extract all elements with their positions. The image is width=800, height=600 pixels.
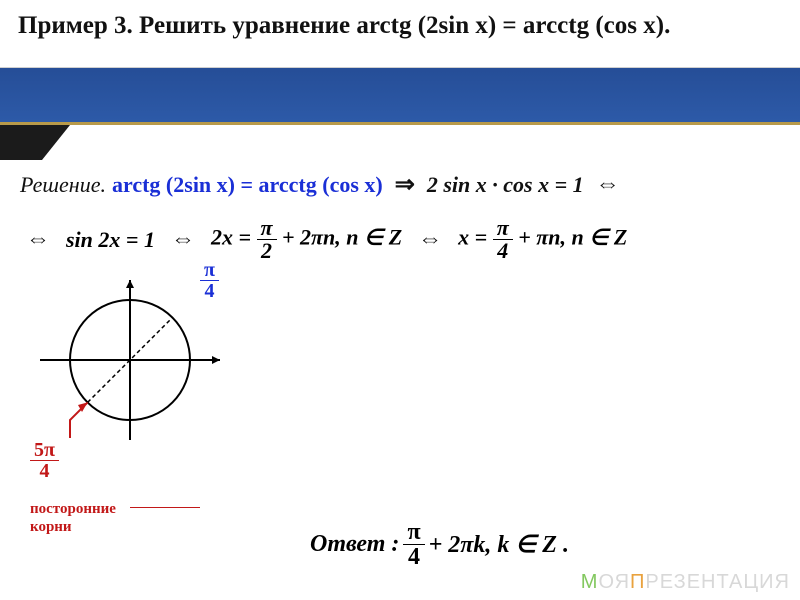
implies-icon: ⇒ xyxy=(395,170,415,199)
solution-line: Решение. arctg (2sin x) = arcctg (cos x)… xyxy=(20,170,780,199)
watermark-part1: МОЯ xyxy=(581,571,630,593)
watermark-part2: ПРЕЗЕНТАЦИЯ xyxy=(630,571,790,593)
frac-den: 4 xyxy=(493,240,512,262)
step-4-suffix: + πn, n ∈ Z xyxy=(518,225,627,250)
answer-label: Ответ : xyxy=(310,531,399,558)
corner-tab xyxy=(0,125,70,160)
frac-den: 4 xyxy=(200,281,218,301)
step-3-suffix: + 2πn, n ∈ Z xyxy=(282,225,402,250)
answer-line: Ответ : π 4 + 2πk, k ∈ Z . xyxy=(310,520,569,569)
extraneous-roots-underline xyxy=(130,507,200,508)
step-4: x = π 4 + πn, n ∈ Z xyxy=(458,217,627,262)
pi-over-4-label: π 4 xyxy=(200,260,219,301)
frac-num: π xyxy=(403,520,424,545)
page-title: Пример 3. Решить уравнение arctg (2sin x… xyxy=(18,12,782,40)
iff-icon: ⇔ xyxy=(171,226,195,253)
answer-frac: π 4 xyxy=(403,520,424,569)
iff-icon: ⇔ xyxy=(596,171,620,198)
frac-num: π xyxy=(257,217,277,240)
frac-den: 4 xyxy=(404,545,424,569)
frac-num: π xyxy=(200,260,219,281)
iff-icon: ⇔ xyxy=(26,226,50,253)
step-1: 2 sin x · cos x = 1 xyxy=(427,172,584,198)
solution-label: Решение. xyxy=(20,172,106,198)
step-4-prefix: x = xyxy=(458,225,493,250)
five-pi-over-4-label: 5π 4 xyxy=(30,440,59,481)
frac-num: π xyxy=(493,217,513,240)
equation-main: arctg (2sin x) = arcctg (cos x) xyxy=(112,172,383,198)
watermark: МОЯПРЕЗЕНТАЦИЯ xyxy=(581,571,790,594)
derivation-chain: ⇔ sin 2x = 1 ⇔ 2x = π 2 + 2πn, n ∈ Z ⇔ x… xyxy=(20,217,780,262)
frac-pi-4: π 4 xyxy=(493,217,513,262)
step-3: 2x = π 2 + 2πn, n ∈ Z xyxy=(211,217,402,262)
extraneous-line2: корни xyxy=(30,518,116,536)
answer-suffix: + 2πk, k ∈ Z . xyxy=(429,530,569,559)
extraneous-roots-label: посторонние корни xyxy=(30,500,116,536)
step-3-prefix: 2x = xyxy=(211,225,257,250)
title-bar: Пример 3. Решить уравнение arctg (2sin x… xyxy=(0,0,800,68)
frac-pi-2: π 2 xyxy=(257,217,277,262)
step-2: sin 2x = 1 xyxy=(66,227,155,253)
frac-pi-4-circle: π 4 xyxy=(200,260,219,301)
iff-icon: ⇔ xyxy=(418,226,442,253)
extraneous-line1: посторонние xyxy=(30,500,116,518)
frac-den: 4 xyxy=(35,461,53,481)
frac-den: 2 xyxy=(257,240,276,262)
frac-num: 5π xyxy=(30,440,59,461)
frac-5pi-4: 5π 4 xyxy=(30,440,59,481)
